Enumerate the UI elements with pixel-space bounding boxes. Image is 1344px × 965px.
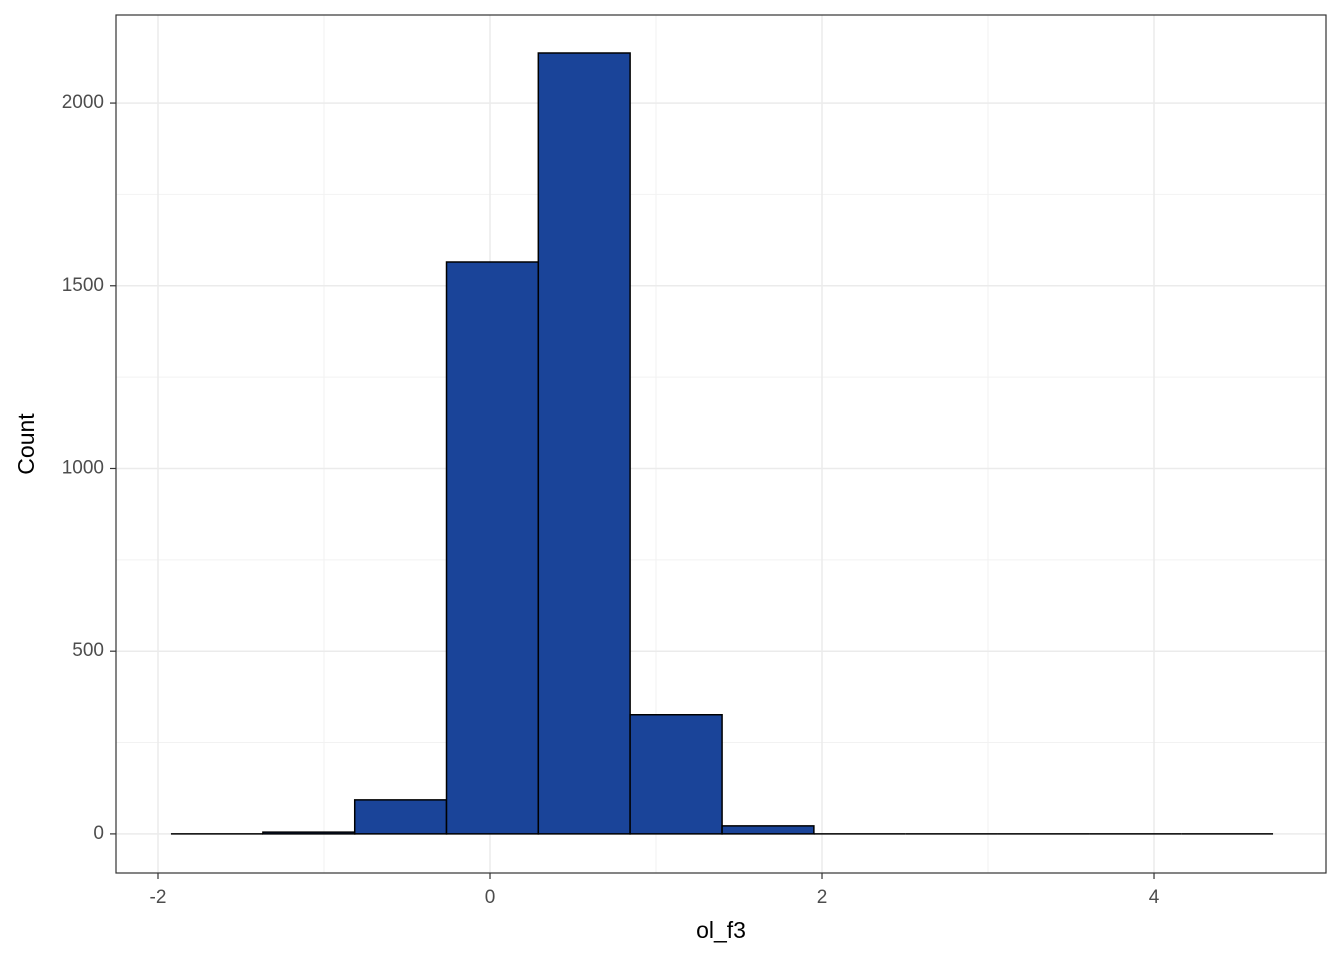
bar bbox=[262, 831, 356, 835]
y-tick-label: 1000 bbox=[62, 457, 104, 478]
y-tick-label: 500 bbox=[72, 640, 104, 661]
panel-border bbox=[115, 14, 1327, 874]
x-tick-label: -2 bbox=[150, 887, 167, 908]
x-tick-label: 0 bbox=[485, 887, 496, 908]
y-axis-title: Count bbox=[13, 413, 39, 475]
x-axis-title: ol_f3 bbox=[696, 917, 746, 943]
bar bbox=[629, 714, 723, 835]
bar bbox=[537, 52, 631, 835]
x-tick-label: 4 bbox=[1149, 887, 1160, 908]
y-tick-label: 1500 bbox=[62, 275, 104, 296]
bar bbox=[353, 799, 448, 835]
x-tick-label: 2 bbox=[817, 887, 828, 908]
y-tick-label: 2000 bbox=[62, 92, 104, 113]
bar bbox=[721, 825, 815, 835]
y-tick-label: 0 bbox=[93, 823, 104, 844]
bar bbox=[445, 261, 540, 835]
